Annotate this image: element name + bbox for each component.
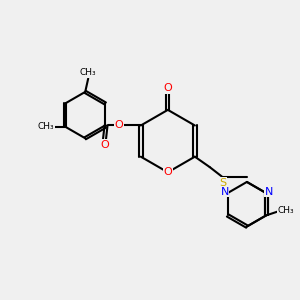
Text: O: O: [164, 167, 172, 177]
Text: N: N: [265, 187, 273, 196]
Text: CH₃: CH₃: [278, 206, 294, 215]
Text: O: O: [115, 121, 124, 130]
Text: O: O: [164, 83, 172, 93]
Text: N: N: [220, 187, 229, 196]
Text: O: O: [100, 140, 109, 150]
Text: CH₃: CH₃: [38, 122, 54, 131]
Text: CH₃: CH₃: [80, 68, 97, 77]
Text: S: S: [220, 178, 227, 188]
